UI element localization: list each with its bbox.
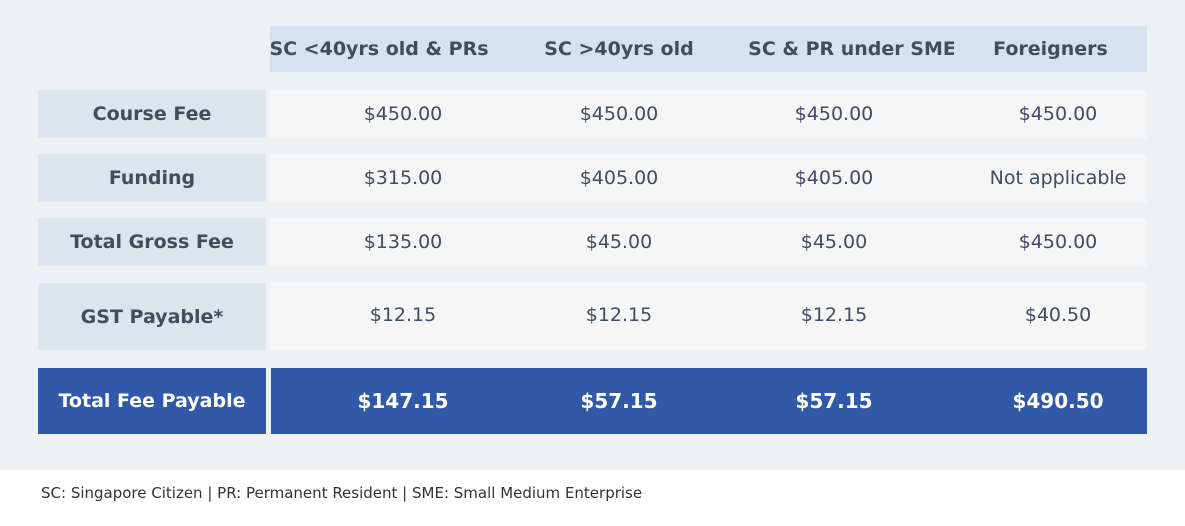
row-label-funding: Funding	[38, 154, 266, 202]
total-sc-pr-sme: $57.15	[795, 389, 873, 413]
column-header-sc-under-40-prs: SC <40yrs old & PRs	[269, 26, 489, 72]
gross-fee-foreigners: $450.00	[1018, 231, 1098, 253]
course-fee-sc-over-40: $450.00	[579, 103, 659, 125]
course-fee-sc-under-40: $450.00	[363, 103, 443, 125]
row-label-total-fee-payable: Total Fee Payable	[38, 368, 266, 434]
row-label-course-fee: Course Fee	[38, 90, 266, 138]
footnote-abbreviations: SC: Singapore Citizen | PR: Permanent Re…	[41, 484, 643, 502]
gross-fee-sc-over-40: $45.00	[585, 231, 653, 253]
total-fee-band	[271, 368, 1147, 434]
row-label-gst-payable: GST Payable*	[38, 283, 266, 350]
total-sc-under-40: $147.15	[357, 389, 449, 413]
total-sc-over-40: $57.15	[580, 389, 658, 413]
fee-table-panel: SC <40yrs old & PRs SC >40yrs old SC & P…	[0, 0, 1185, 470]
funding-sc-under-40: $315.00	[363, 167, 443, 189]
gross-fee-sc-under-40: $135.00	[363, 231, 443, 253]
table-row-gst-payable	[270, 283, 1147, 350]
gst-sc-under-40: $12.15	[369, 304, 437, 326]
course-fee-foreigners: $450.00	[1018, 103, 1098, 125]
funding-foreigners: Not applicable	[989, 167, 1127, 189]
row-label-total-gross-fee: Total Gross Fee	[38, 218, 266, 266]
table-row-funding	[270, 154, 1147, 202]
column-header-foreigners: Foreigners	[954, 26, 1147, 72]
gst-sc-pr-sme: $12.15	[800, 304, 868, 326]
funding-sc-over-40: $405.00	[579, 167, 659, 189]
funding-sc-pr-sme: $405.00	[794, 167, 874, 189]
table-row-course-fee	[270, 90, 1147, 138]
column-header-sc-over-40: SC >40yrs old	[488, 26, 750, 72]
gross-fee-sc-pr-sme: $45.00	[800, 231, 868, 253]
total-foreigners: $490.50	[1012, 389, 1104, 413]
gst-foreigners: $40.50	[1024, 304, 1092, 326]
course-fee-sc-pr-sme: $450.00	[794, 103, 874, 125]
gst-sc-over-40: $12.15	[585, 304, 653, 326]
table-row-total-gross-fee	[270, 218, 1147, 266]
column-header-sc-pr-sme: SC & PR under SME	[748, 26, 956, 72]
